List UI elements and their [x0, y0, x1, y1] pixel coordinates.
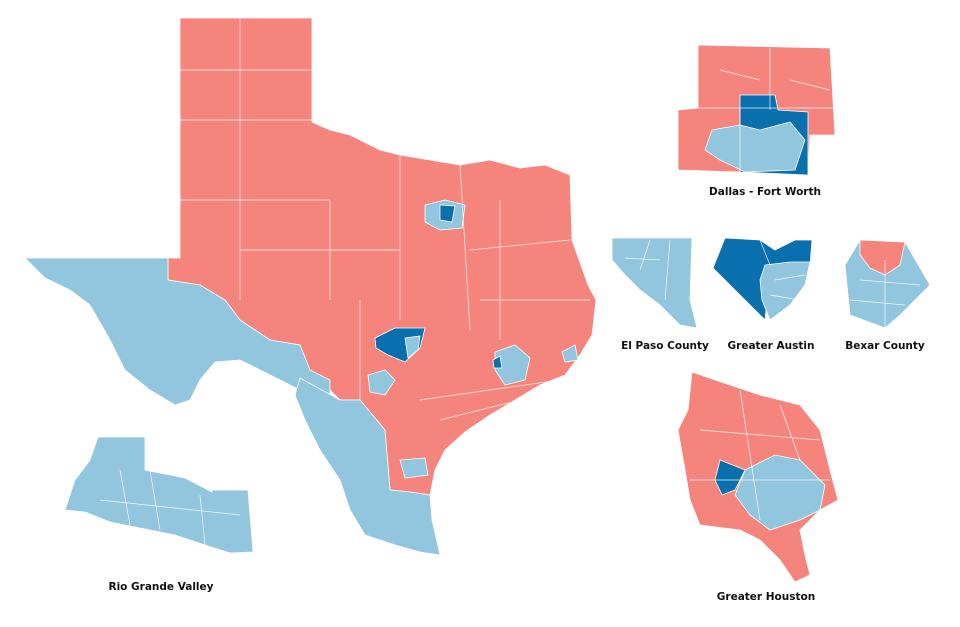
el-paso-label: El Paso County [621, 340, 709, 352]
texas-main-map [24, 17, 597, 556]
houston-democrat-district-strong [492, 355, 503, 369]
houston-label: Greater Houston [716, 591, 816, 603]
houston-democrat-districts [494, 344, 531, 386]
austin-democrat-district-2 [404, 335, 421, 359]
republican-districts [167, 17, 597, 496]
dfw-inset [677, 44, 836, 176]
san-antonio-democrat-districts [367, 369, 396, 396]
el-paso-inset [611, 237, 698, 329]
west-texas-democrat-district [24, 257, 331, 406]
dallas-democrat-district-strong [439, 204, 456, 223]
corpus-district [399, 457, 429, 479]
rio-grande-valley-label: Rio Grande Valley [108, 581, 214, 593]
austin-label: Greater Austin [727, 340, 815, 352]
dfw-label: Dallas - Fort Worth [709, 186, 821, 198]
bexar-label: Bexar County [845, 340, 925, 352]
beaumont-district [561, 344, 579, 363]
rio-grande-valley-inset [64, 436, 254, 554]
south-texas-democrat-districts [294, 377, 441, 556]
austin-inset [712, 237, 813, 321]
houston-inset [677, 371, 839, 583]
bexar-inset [844, 239, 931, 329]
